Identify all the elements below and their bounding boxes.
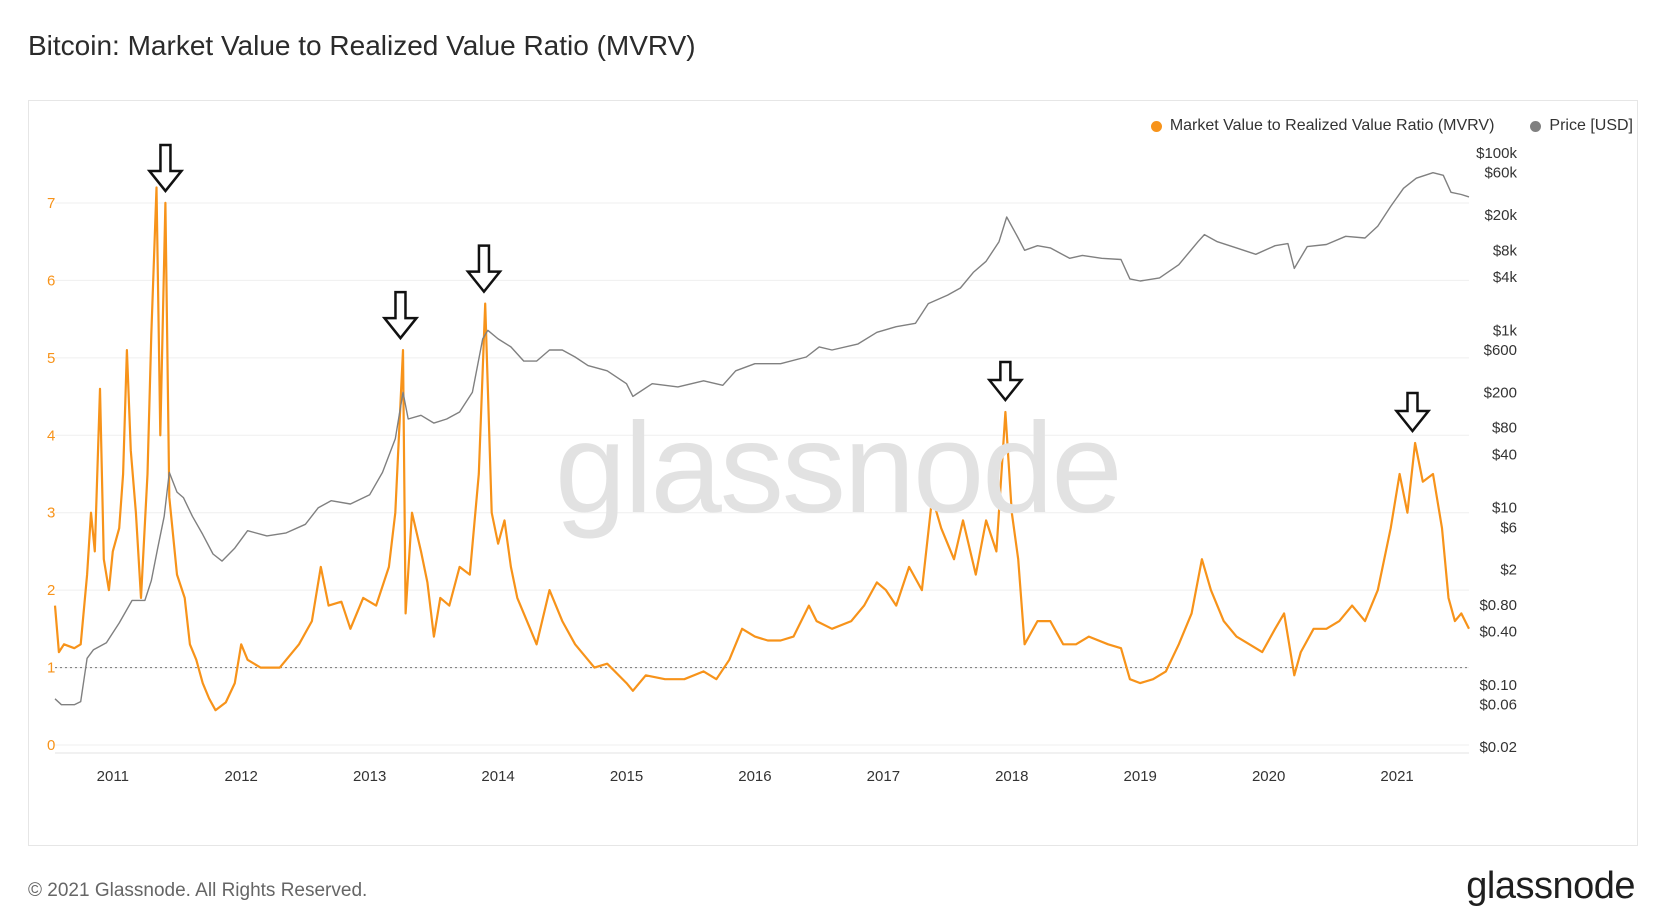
legend-label-mvrv: Market Value to Realized Value Ratio (MV… — [1169, 117, 1495, 134]
legend-dot-price — [1530, 120, 1542, 132]
x-tick-2013: 2013 — [353, 768, 386, 785]
x-tick-2017: 2017 — [867, 768, 900, 785]
y-right-tick-$10: $10 — [1492, 500, 1517, 517]
y-left-tick-3: 3 — [47, 505, 55, 522]
y-right-tick-$600: $600 — [1484, 342, 1517, 359]
x-tick-2021: 2021 — [1380, 768, 1413, 785]
peak-arrow-2 — [381, 290, 420, 341]
legend-item-mvrv[interactable]: Market Value to Realized Value Ratio (MV… — [1150, 117, 1495, 135]
peak-arrow-3 — [465, 244, 503, 294]
peak-arrow-5 — [1393, 391, 1432, 434]
y-right-tick-$80: $80 — [1492, 420, 1517, 437]
y-left-tick-7: 7 — [47, 195, 55, 212]
x-tick-2019: 2019 — [1124, 768, 1157, 785]
y-right-tick-$0.06: $0.06 — [1479, 697, 1517, 714]
legend-dot-mvrv — [1150, 120, 1162, 132]
x-tick-2018: 2018 — [995, 768, 1028, 785]
y-right-tick-$2: $2 — [1500, 562, 1517, 579]
y-right-tick-$0.02: $0.02 — [1479, 739, 1517, 756]
y-right-tick-$40: $40 — [1492, 446, 1517, 463]
y-right-tick-$100k: $100k — [1476, 145, 1517, 162]
y-right-tick-$8k: $8k — [1493, 242, 1518, 259]
x-tick-2012: 2012 — [225, 768, 258, 785]
y-right-tick-$200: $200 — [1484, 384, 1517, 401]
y-left-tick-5: 5 — [47, 350, 55, 367]
y-left-tick-0: 0 — [47, 737, 55, 754]
watermark: glassnode — [555, 397, 1123, 540]
y-left-tick-2: 2 — [47, 582, 55, 599]
peak-arrow-4 — [986, 360, 1024, 403]
y-right-tick-$20k: $20k — [1484, 207, 1517, 224]
y-left-tick-4: 4 — [47, 427, 55, 444]
y-right-tick-$1k: $1k — [1493, 322, 1518, 339]
y-right-tick-$4k: $4k — [1493, 269, 1518, 286]
y-right-tick-$60k: $60k — [1484, 165, 1517, 182]
legend-item-price[interactable]: Price [USD] — [1530, 117, 1633, 135]
copyright-text: © 2021 Glassnode. All Rights Reserved. — [28, 880, 368, 901]
y-left-tick-6: 6 — [47, 272, 55, 289]
chart-panel: 0 1 2 3 4 5 6 7 $100k $60k $20k $8k $4k $1k $600 $200 $8… — [28, 100, 1638, 846]
y-right-tick-$0.40: $0.40 — [1479, 624, 1517, 641]
glassnode-logo[interactable]: glassnode — [1466, 865, 1635, 907]
y-right-tick-$0.10: $0.10 — [1479, 677, 1517, 694]
x-tick-2020: 2020 — [1252, 768, 1285, 785]
peak-arrow-1 — [146, 143, 185, 193]
x-tick-2011: 2011 — [97, 768, 129, 785]
x-tick-2014: 2014 — [481, 768, 514, 785]
y-left-tick-1: 1 — [47, 660, 55, 677]
mvrv-chart: 0 1 2 3 4 5 6 7 $100k $60k $20k $8k $4k $1k $600 $200 $8… — [47, 143, 1518, 785]
y-right-tick-$0.80: $0.80 — [1479, 597, 1517, 614]
series-line-mvrv — [53, 186, 1470, 712]
legend-label-price: Price [USD] — [1549, 117, 1633, 134]
y-right-tick-$6: $6 — [1500, 519, 1517, 536]
x-tick-2016: 2016 — [738, 768, 771, 785]
series-line-price — [54, 171, 1470, 706]
chart-legend: Market Value to Realized Value Ratio (MV… — [1150, 117, 1633, 135]
page-title: Bitcoin: Market Value to Realized Value … — [28, 30, 696, 61]
x-tick-2015: 2015 — [610, 768, 643, 785]
